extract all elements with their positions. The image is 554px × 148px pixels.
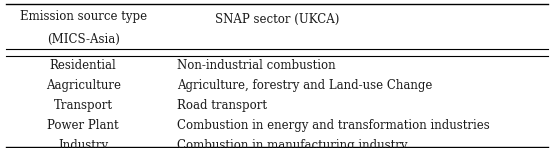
Text: Emission source type: Emission source type (19, 10, 147, 23)
Text: Combustion in manufacturing industry: Combustion in manufacturing industry (177, 139, 408, 148)
Text: Industry: Industry (58, 139, 108, 148)
Text: SNAP sector (UKCA): SNAP sector (UKCA) (215, 13, 339, 26)
Text: Transport: Transport (54, 99, 112, 112)
Text: Combustion in energy and transformation industries: Combustion in energy and transformation … (177, 119, 490, 132)
Text: Aagriculture: Aagriculture (45, 79, 121, 92)
Text: Non-industrial combustion: Non-industrial combustion (177, 59, 336, 72)
Text: Road transport: Road transport (177, 99, 267, 112)
Text: Agriculture, forestry and Land-use Change: Agriculture, forestry and Land-use Chang… (177, 79, 433, 92)
Text: Residential: Residential (50, 59, 116, 72)
Text: Power Plant: Power Plant (47, 119, 119, 132)
Text: (MICS-Asia): (MICS-Asia) (47, 33, 120, 46)
